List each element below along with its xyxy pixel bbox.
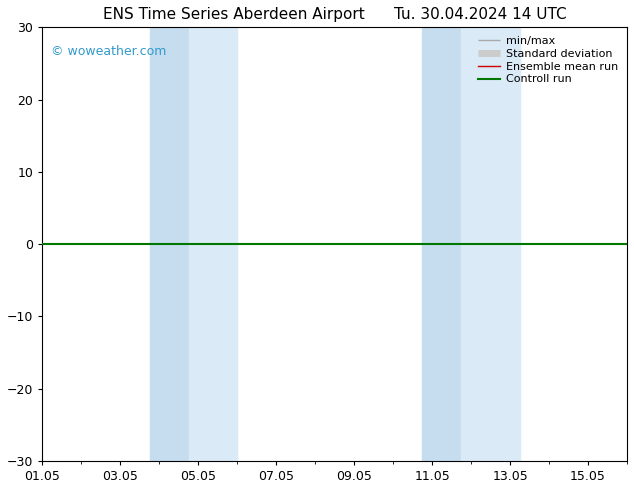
Text: © woweather.com: © woweather.com bbox=[51, 45, 167, 58]
Bar bbox=[150, 27, 188, 461]
Bar bbox=[188, 27, 237, 461]
Bar bbox=[462, 27, 520, 461]
Bar bbox=[422, 27, 462, 461]
Title: ENS Time Series Aberdeen Airport      Tu. 30.04.2024 14 UTC: ENS Time Series Aberdeen Airport Tu. 30.… bbox=[103, 7, 567, 22]
Legend: min/max, Standard deviation, Ensemble mean run, Controll run: min/max, Standard deviation, Ensemble me… bbox=[475, 33, 621, 88]
